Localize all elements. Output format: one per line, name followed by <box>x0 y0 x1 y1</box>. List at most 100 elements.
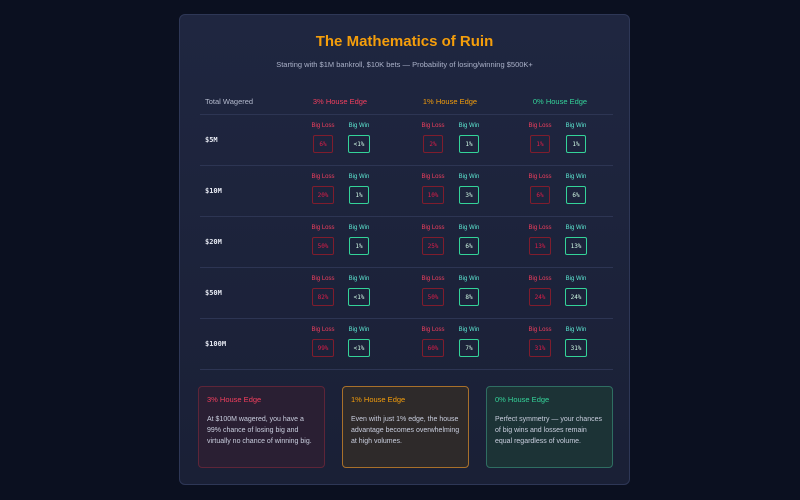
big-win-label: Big Win <box>565 123 587 129</box>
row-label: $100M <box>205 340 227 348</box>
card-title: 1% House Edge <box>351 395 406 404</box>
big-loss-label: Big Loss <box>311 123 335 129</box>
big-loss-label: Big Loss <box>311 327 335 333</box>
big-win-label: Big Win <box>348 174 370 180</box>
column-header-3pct: 3% House Edge <box>312 97 368 106</box>
big-win-value: 1% <box>349 237 369 255</box>
row-divider <box>200 267 613 268</box>
big-loss-label: Big Loss <box>528 123 552 129</box>
big-win-value: <1% <box>348 339 370 357</box>
table-cell: Big Loss Big Win 82% <1% <box>308 276 378 316</box>
big-win-value: 13% <box>565 237 587 255</box>
big-loss-value: 99% <box>312 339 334 357</box>
row-divider <box>200 216 613 217</box>
table-cell: Big Loss Big Win 50% 8% <box>418 276 488 316</box>
table-cell: Big Loss Big Win 6% <1% <box>308 123 378 163</box>
big-win-value: 24% <box>565 288 587 306</box>
table-cell: Big Loss Big Win 6% 6% <box>525 174 595 214</box>
card-text: At $100M wagered, you have a 99% chance … <box>207 416 312 445</box>
big-loss-label: Big Loss <box>528 276 552 282</box>
row-label: $5M <box>205 136 218 144</box>
header-divider <box>200 114 613 115</box>
big-win-label: Big Win <box>348 225 370 231</box>
summary-card-1pct: 1% House Edge Even with just 1% edge, th… <box>342 386 469 468</box>
card-text: Perfect symmetry — your chances of big w… <box>495 416 602 445</box>
table-cell: Big Loss Big Win 13% 13% <box>525 225 595 265</box>
big-loss-value: 1% <box>530 135 550 153</box>
big-loss-label: Big Loss <box>421 174 445 180</box>
big-win-label: Big Win <box>565 174 587 180</box>
card-title: 3% House Edge <box>207 395 262 404</box>
big-loss-label: Big Loss <box>311 225 335 231</box>
big-loss-value: 50% <box>312 237 334 255</box>
big-loss-label: Big Loss <box>528 327 552 333</box>
big-win-value: <1% <box>348 135 370 153</box>
big-loss-value: 60% <box>422 339 444 357</box>
row-label: $50M <box>205 289 222 297</box>
big-win-value: 1% <box>566 135 586 153</box>
big-win-label: Big Win <box>458 327 480 333</box>
big-loss-value: 6% <box>313 135 333 153</box>
table-cell: Big Loss Big Win 25% 6% <box>418 225 488 265</box>
big-win-value: 3% <box>459 186 479 204</box>
big-loss-value: 82% <box>312 288 334 306</box>
big-win-value: <1% <box>348 288 370 306</box>
table-cell: Big Loss Big Win 1% 1% <box>525 123 595 163</box>
big-loss-value: 50% <box>422 288 444 306</box>
big-win-label: Big Win <box>458 174 480 180</box>
table-cell: Big Loss Big Win 20% 1% <box>308 174 378 214</box>
big-loss-value: 6% <box>530 186 550 204</box>
big-loss-value: 13% <box>529 237 551 255</box>
big-loss-label: Big Loss <box>421 123 445 129</box>
table-cell: Big Loss Big Win 60% 7% <box>418 327 488 367</box>
big-win-label: Big Win <box>565 276 587 282</box>
big-win-value: 6% <box>566 186 586 204</box>
table-cell: Big Loss Big Win 31% 31% <box>525 327 595 367</box>
column-header-1pct: 1% House Edge <box>422 97 478 106</box>
big-win-value: 8% <box>459 288 479 306</box>
summary-card-0pct: 0% House Edge Perfect symmetry — your ch… <box>486 386 613 468</box>
row-divider <box>200 318 613 319</box>
big-loss-label: Big Loss <box>311 276 335 282</box>
page-subtitle: Starting with $1M bankroll, $10K bets — … <box>276 60 533 69</box>
row-label: $20M <box>205 238 222 246</box>
big-win-label: Big Win <box>458 225 480 231</box>
big-win-label: Big Win <box>348 327 370 333</box>
big-loss-label: Big Loss <box>311 174 335 180</box>
page-title: The Mathematics of Ruin <box>315 33 494 50</box>
row-divider <box>200 165 613 166</box>
table-cell: Big Loss Big Win 24% 24% <box>525 276 595 316</box>
card-title: 0% House Edge <box>495 395 550 404</box>
table-cell: Big Loss Big Win 50% 1% <box>308 225 378 265</box>
big-loss-value: 24% <box>529 288 551 306</box>
big-loss-label: Big Loss <box>421 327 445 333</box>
big-win-label: Big Win <box>565 225 587 231</box>
row-divider <box>200 369 613 370</box>
ruin-panel: The Mathematics of Ruin Starting with $1… <box>179 14 630 485</box>
big-win-label: Big Win <box>565 327 587 333</box>
big-win-value: 6% <box>459 237 479 255</box>
big-loss-label: Big Loss <box>528 225 552 231</box>
big-loss-value: 20% <box>312 186 334 204</box>
column-header-0pct: 0% House Edge <box>532 97 588 106</box>
table-cell: Big Loss Big Win 10% 3% <box>418 174 488 214</box>
row-header-label: Total Wagered <box>205 97 254 106</box>
row-label: $10M <box>205 187 222 195</box>
summary-card-3pct: 3% House Edge At $100M wagered, you have… <box>198 386 325 468</box>
big-win-value: 7% <box>459 339 479 357</box>
card-text: Even with just 1% edge, the house advant… <box>351 416 460 445</box>
big-loss-value: 31% <box>529 339 551 357</box>
table-cell: Big Loss Big Win 99% <1% <box>308 327 378 367</box>
big-win-value: 1% <box>459 135 479 153</box>
big-loss-value: 25% <box>422 237 444 255</box>
big-loss-label: Big Loss <box>421 225 445 231</box>
big-loss-value: 10% <box>422 186 444 204</box>
table-cell: Big Loss Big Win 2% 1% <box>418 123 488 163</box>
big-win-label: Big Win <box>348 123 370 129</box>
big-win-label: Big Win <box>458 123 480 129</box>
big-win-label: Big Win <box>348 276 370 282</box>
big-win-value: 1% <box>349 186 369 204</box>
big-loss-value: 2% <box>423 135 443 153</box>
big-win-value: 31% <box>565 339 587 357</box>
big-win-label: Big Win <box>458 276 480 282</box>
